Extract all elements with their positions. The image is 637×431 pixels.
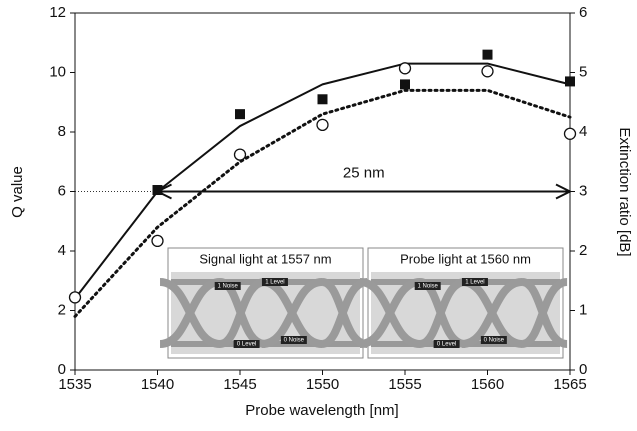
y2-tick-label: 5 (579, 63, 587, 80)
marker (483, 50, 493, 60)
y2-axis-label: Extinction ratio [dB] (616, 127, 633, 256)
y2-tick-label: 4 (579, 123, 587, 140)
chart: Probe wavelength [nm] Q value Extinction… (0, 0, 637, 431)
marker (317, 119, 328, 130)
marker (565, 128, 576, 139)
x-tick-label: 1535 (58, 376, 91, 393)
y2-tick-label: 0 (579, 361, 587, 378)
inset-tag-label: 1 Level (465, 280, 484, 286)
inset: Probe light at 1560 nm 1 Noise 1 Level 0 Le… (360, 248, 567, 358)
y-tick-label: 12 (49, 4, 66, 21)
marker (152, 235, 163, 246)
marker (400, 63, 411, 74)
y-tick-label: 10 (49, 63, 66, 80)
x-tick-label: 1565 (553, 376, 586, 393)
y2-tick-label: 3 (579, 182, 587, 199)
y-tick-label: 0 (58, 361, 66, 378)
inset: Signal light at 1557 nm 1 Noise 1 Level 0 L… (160, 248, 367, 358)
y-axis-label: Q value (9, 166, 26, 218)
x-tick-label: 1560 (471, 376, 504, 393)
marker (400, 79, 410, 89)
y-tick-label: 6 (58, 182, 66, 199)
x-tick-label: 1555 (388, 376, 421, 393)
y-tick-label: 4 (58, 242, 66, 259)
marker (235, 149, 246, 160)
inset-tag-label: 0 Level (237, 342, 256, 348)
marker (70, 292, 81, 303)
marker (565, 76, 575, 86)
inset-tag-label: 0 Noise (484, 338, 505, 344)
marker (482, 66, 493, 77)
y-tick-label: 8 (58, 123, 66, 140)
y2-tick-label: 1 (579, 301, 587, 318)
x-tick-label: 1545 (223, 376, 256, 393)
annotation-text: 25 nm (343, 164, 385, 181)
x-tick-label: 1550 (306, 376, 339, 393)
inset-tag-label: 0 Noise (284, 338, 305, 344)
y2-tick-label: 6 (579, 4, 587, 21)
x-tick-label: 1540 (141, 376, 174, 393)
marker (318, 94, 328, 104)
inset-title: Signal light at 1557 nm (199, 251, 331, 266)
marker (153, 185, 163, 195)
y2-tick-label: 2 (579, 242, 587, 259)
inset-tag-label: 1 Level (265, 280, 284, 286)
inset-tag-label: 1 Noise (418, 284, 439, 290)
x-axis-label: Probe wavelength [nm] (245, 402, 398, 419)
inset-title: Probe light at 1560 nm (400, 251, 531, 266)
y-tick-label: 2 (58, 301, 66, 318)
inset-tag-label: 0 Level (437, 342, 456, 348)
inset-tag-label: 1 Noise (218, 284, 239, 290)
marker (235, 109, 245, 119)
